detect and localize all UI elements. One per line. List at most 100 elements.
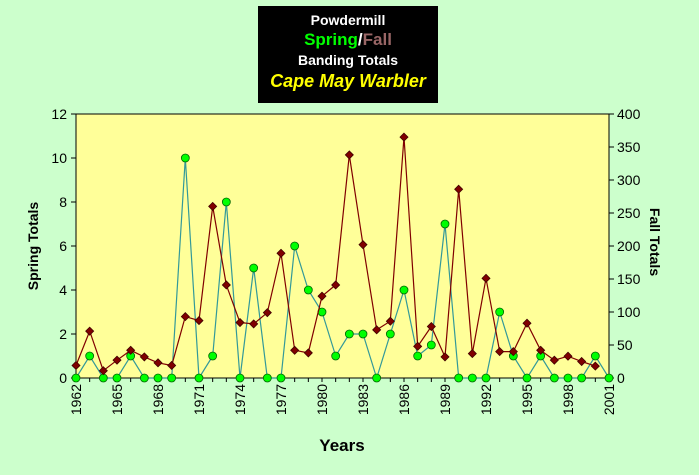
spring-point [590,351,600,361]
title-line-1: Powdermill [310,12,386,28]
y2-tick-label: 100 [617,304,641,320]
x-tick-label: 1968 [150,384,166,415]
fall-point [153,358,163,368]
x-tick-label: 1971 [191,384,207,415]
fall-point [385,316,395,326]
x-tick-label: 1986 [396,384,412,415]
spring-point [563,373,573,383]
spring-point [235,373,245,383]
x-tick-label: 1977 [273,384,289,415]
x-tick-label: 1995 [519,384,535,415]
y-tick-label: 6 [59,238,67,254]
spring-point [208,351,218,361]
x-tick-label: 2001 [601,384,617,415]
title-line-2: Spring/Fall [258,29,438,51]
y2-tick-label: 300 [617,172,641,188]
spring-point [481,373,491,383]
spring-point [167,373,177,383]
fall-point [413,341,423,351]
spring-point [71,373,81,383]
fall-point [139,352,149,362]
title-fall: Fall [362,30,392,49]
spring-point [467,373,477,383]
fall-point [112,355,122,365]
spring-point [399,285,409,295]
fall-point [303,348,313,358]
spring-point [604,373,614,383]
spring-point [85,351,95,361]
spring-point [153,373,163,383]
x-tick-label: 1989 [437,384,453,415]
fall-point [98,366,108,376]
spring-point [577,373,587,383]
fall-point [180,312,190,322]
spring-line [75,157,610,381]
spring-point [385,329,395,339]
y2-tick-label: 400 [617,106,641,122]
spring-point [440,219,450,229]
fall-point [481,273,491,283]
fall-point [454,184,464,194]
fall-point [221,280,231,290]
spring-point [290,241,300,251]
y2-tick-label: 50 [617,337,633,353]
fall-point [508,347,518,357]
fall-point [358,240,368,250]
y2-tick-label: 0 [617,370,625,386]
fall-point [290,345,300,355]
fall-point [522,318,532,328]
spring-point [249,263,259,273]
x-axis-label: Years [319,436,364,455]
fall-point [276,248,286,258]
y-tick-label: 4 [59,282,67,298]
plot-area [75,113,610,379]
spring-point [194,373,204,383]
spring-point [112,373,122,383]
fall-point [194,316,204,326]
spring-point [180,153,190,163]
y2-tick-label: 350 [617,139,641,155]
spring-point [344,329,354,339]
y2-axis-label: Fall Totals [647,208,663,276]
x-tick-label: 1962 [68,384,84,415]
spring-point [454,373,464,383]
fall-point [235,317,245,328]
title-line-3: Banding Totals [297,52,399,68]
spring-point [331,351,341,361]
title-spring: Spring [304,30,358,49]
fall-point [208,201,218,211]
spring-series [71,153,614,383]
fall-point [440,352,450,362]
title-slash: / [357,30,363,49]
fall-point [495,347,505,357]
fall-series [71,132,600,376]
x-tick-label: 1974 [232,384,248,415]
y-axis-label: Spring Totals [25,202,41,291]
fall-point [262,308,272,318]
fall-point [563,351,573,361]
y-tick-label: 0 [59,370,67,386]
spring-point [358,329,368,339]
spring-point [276,373,286,383]
y2-tick-label: 250 [617,205,641,221]
fall-point [399,132,409,142]
x-tick-label: 1983 [355,384,371,415]
fall-point [536,345,546,355]
fall-point [344,150,354,160]
y-tick-label: 2 [59,326,67,342]
y-tick-label: 10 [51,150,67,166]
chart-title-box: Powdermill Spring/Fall Banding Totals Ca… [258,6,438,103]
x-tick-label: 1998 [560,384,576,415]
spring-point [495,307,505,317]
fall-point [331,280,341,290]
fall-point [317,291,327,301]
y-tick-label: 12 [51,106,67,122]
axes-group: 0 2 4 6 8 10 12 0 50 100 150 200 250 300 350 400 1962 196… [51,106,640,415]
spring-point [426,340,436,350]
spring-point [549,373,559,383]
y2-tick-label: 150 [617,271,641,287]
spring-point [413,351,423,361]
spring-point [139,373,149,383]
